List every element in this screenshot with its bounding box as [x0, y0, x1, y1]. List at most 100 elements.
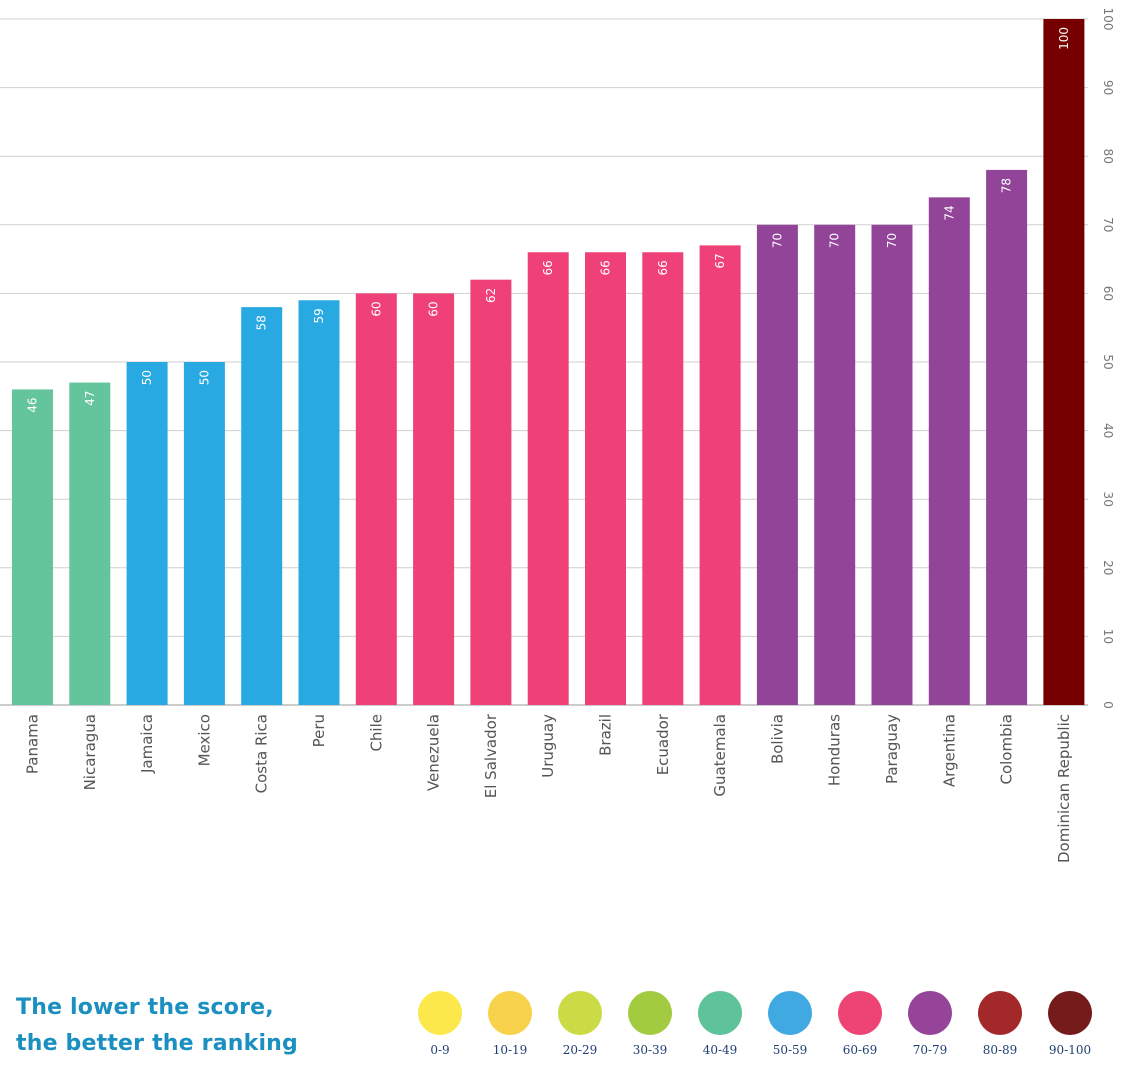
category-label: Colombia	[998, 714, 1016, 785]
bar-chart: 46 47 50 50 58 59 60 60 62 66 66 66 67 70 70 70 74 78 100 …	[0, 8, 1115, 863]
category-label: Bolivia	[768, 714, 786, 764]
legend-label: 10-19	[492, 1043, 528, 1057]
bar	[756, 224, 798, 706]
bar	[355, 293, 397, 705]
color-legend: 0-9 10-19 20-29 30-39 40-49 50-59 60-69 …	[410, 991, 1110, 1061]
y-tick-label: 30	[1101, 492, 1115, 507]
legend-label: 30-39	[632, 1043, 668, 1057]
category-label: Chile	[367, 714, 385, 752]
legend-swatch	[418, 991, 462, 1035]
y-tick-label: 70	[1101, 217, 1115, 232]
category-label: Jamaica	[138, 714, 156, 774]
legend-item-70-79: 70-79	[900, 991, 960, 1061]
bar	[585, 252, 626, 706]
legend-item-0-9: 0-9	[410, 991, 470, 1061]
data-label: 66	[656, 260, 670, 275]
y-tick-label: 20	[1101, 560, 1115, 575]
category-label: Honduras	[826, 714, 844, 786]
y-tick-label: 90	[1101, 80, 1115, 95]
legend-label: 20-29	[562, 1043, 598, 1057]
data-label: 66	[599, 260, 613, 275]
data-label: 58	[255, 315, 269, 330]
legend-label: 80-89	[982, 1043, 1018, 1057]
category-label: Mexico	[195, 714, 213, 766]
category-label: Nicaragua	[81, 714, 99, 790]
category-label: El Salvador	[482, 713, 500, 798]
bar	[928, 197, 970, 706]
legend-swatch	[838, 991, 882, 1035]
y-axis-ticks: 0 10 20 30 40 50 60 70 80 90 100	[1101, 8, 1115, 709]
data-label: 62	[484, 288, 498, 303]
data-label: 78	[1000, 178, 1014, 193]
data-label: 74	[942, 205, 956, 220]
data-label: 50	[140, 370, 154, 385]
data-label: 60	[369, 301, 383, 316]
legend-label: 70-79	[912, 1043, 948, 1057]
data-label: 70	[885, 233, 899, 248]
legend-item-80-89: 80-89	[970, 991, 1030, 1061]
category-label: Dominican Republic	[1055, 714, 1073, 863]
legend-swatch	[698, 991, 742, 1035]
legend-item-20-29: 20-29	[550, 991, 610, 1061]
bar	[986, 169, 1028, 706]
legend-label: 60-69	[842, 1043, 878, 1057]
bar	[814, 224, 856, 706]
bars: 46 47 50 50 58 59 60 60 62 66 66 66 67 70 70 70 74 78 100	[12, 19, 1085, 706]
category-label: Brazil	[597, 714, 615, 756]
data-label: 70	[828, 233, 842, 248]
x-axis-categories: Panama Nicaragua Jamaica Mexico Costa Rica Pe…	[24, 713, 1073, 863]
legend-swatch	[628, 991, 672, 1035]
bar	[298, 300, 340, 705]
legend-swatch	[908, 991, 952, 1035]
legend-label: 90-100	[1048, 1043, 1092, 1057]
category-label: Ecuador	[654, 713, 672, 775]
bar	[126, 362, 168, 705]
score-note: The lower the score, the better the rank…	[16, 990, 298, 1062]
bar	[527, 252, 569, 706]
legend-item-40-49: 40-49	[690, 991, 750, 1061]
y-tick-label: 0	[1101, 701, 1115, 709]
data-label: 47	[83, 391, 97, 406]
bar	[69, 382, 111, 705]
data-label: 100	[1057, 27, 1071, 50]
y-tick-label: 60	[1101, 286, 1115, 301]
y-tick-label: 50	[1101, 354, 1115, 369]
legend-label: 50-59	[772, 1043, 808, 1057]
data-label: 50	[197, 370, 211, 385]
legend-swatch	[978, 991, 1022, 1035]
y-tick-label: 10	[1101, 629, 1115, 644]
legend-label: 0-9	[430, 1043, 450, 1057]
legend-swatch	[488, 991, 532, 1035]
data-label: 46	[26, 397, 40, 412]
data-label: 70	[770, 233, 784, 248]
category-label: Guatemala	[711, 714, 729, 797]
legend-swatch	[768, 991, 812, 1035]
bar	[1043, 19, 1085, 705]
bar	[699, 245, 741, 705]
data-label: 67	[713, 253, 727, 268]
bar	[470, 279, 512, 705]
bar	[241, 307, 283, 705]
y-tick-label: 100	[1101, 8, 1115, 31]
y-tick-label: 40	[1101, 423, 1115, 438]
category-label: Argentina	[940, 714, 958, 787]
category-label: Paraguay	[883, 714, 901, 784]
data-label: 60	[427, 301, 441, 316]
bar	[183, 362, 225, 705]
score-note-line2: the better the ranking	[16, 1031, 298, 1056]
category-label: Uruguay	[539, 714, 557, 778]
data-label: 59	[312, 308, 326, 323]
legend-swatch	[1048, 991, 1092, 1035]
legend-swatch	[558, 991, 602, 1035]
bar	[642, 252, 684, 706]
category-label: Venezuela	[425, 714, 443, 791]
bar	[871, 224, 913, 706]
legend-item-30-39: 30-39	[620, 991, 680, 1061]
legend-label: 40-49	[702, 1043, 738, 1057]
score-note-line1: The lower the score,	[16, 995, 274, 1020]
category-label: Costa Rica	[253, 714, 271, 793]
category-label: Panama	[24, 714, 42, 774]
legend-item-10-19: 10-19	[480, 991, 540, 1061]
legend-item-50-59: 50-59	[760, 991, 820, 1061]
legend-item-90-100: 90-100	[1040, 991, 1100, 1061]
